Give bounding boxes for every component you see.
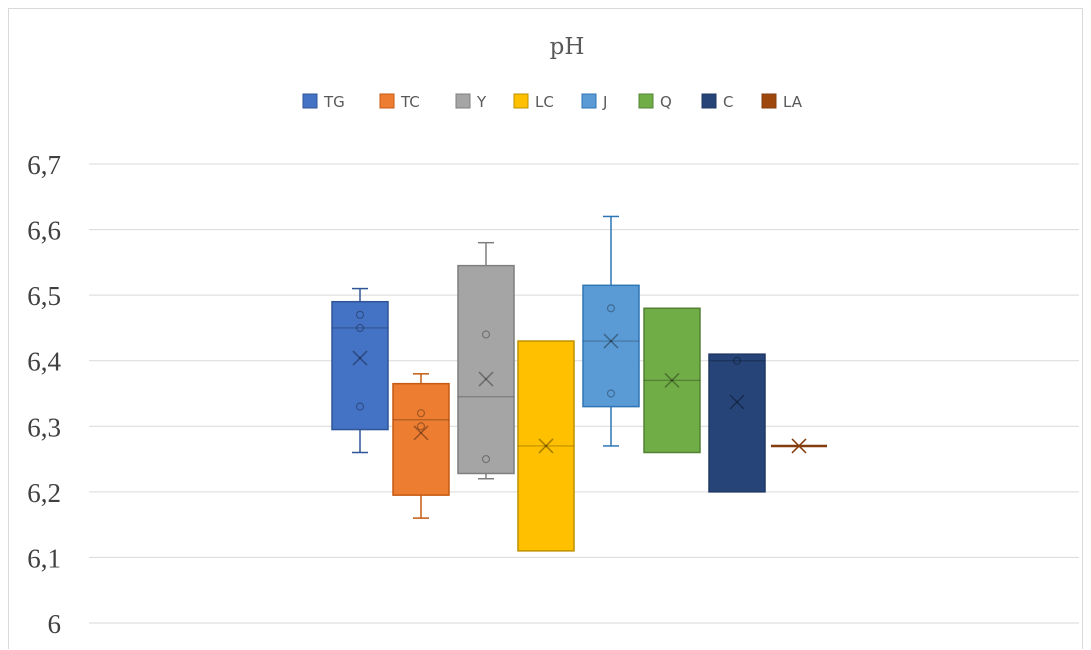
box-body bbox=[517, 340, 575, 552]
data-point bbox=[416, 409, 426, 418]
mean-marker bbox=[664, 372, 680, 388]
y-tick-label: 6,6 bbox=[27, 216, 61, 246]
box-body bbox=[582, 284, 640, 408]
legend-swatch bbox=[302, 93, 318, 109]
legend-swatch bbox=[701, 93, 717, 109]
data-point bbox=[606, 304, 616, 313]
box-tg bbox=[331, 287, 389, 454]
box-y bbox=[457, 241, 515, 480]
data-point bbox=[481, 454, 491, 464]
data-point bbox=[355, 323, 365, 333]
legend-label: LC bbox=[535, 93, 554, 111]
data-point bbox=[355, 310, 365, 319]
data-point bbox=[416, 422, 426, 431]
legend: TG TC Y LC J Q C LA bbox=[302, 93, 803, 111]
box-body bbox=[708, 353, 766, 493]
legend-swatch bbox=[761, 93, 777, 109]
legend-swatch bbox=[379, 93, 395, 109]
y-tick-label: 6 bbox=[48, 609, 62, 639]
y-tick-label: 6,3 bbox=[27, 412, 61, 442]
y-tick-label: 6,5 bbox=[27, 281, 61, 311]
box-lc bbox=[517, 340, 575, 552]
legend-swatch bbox=[638, 93, 654, 109]
box-body bbox=[331, 300, 389, 431]
mean-marker bbox=[352, 350, 368, 366]
y-tick-label: 6,1 bbox=[27, 543, 61, 573]
y-tick-label: 6,7 bbox=[27, 150, 61, 180]
legend-label: Y bbox=[476, 93, 487, 111]
legend-label: C bbox=[723, 93, 733, 111]
y-tick-label: 6,2 bbox=[27, 478, 61, 508]
boxes bbox=[331, 215, 827, 552]
legend-label: Q bbox=[660, 93, 672, 111]
chart-frame: pH TG TC Y LC J Q C LA 6 6,1 6,2 6,3 6,4 6,5 6,6 6,7 bbox=[8, 8, 1083, 649]
box-la bbox=[771, 438, 827, 454]
data-point bbox=[355, 402, 365, 411]
legend-swatch bbox=[513, 93, 529, 109]
mean-marker bbox=[791, 438, 807, 454]
legend-label: TC bbox=[400, 93, 420, 111]
data-point bbox=[481, 330, 491, 339]
legend-label: TG bbox=[323, 93, 345, 111]
mean-marker bbox=[729, 394, 745, 410]
data-point bbox=[606, 389, 616, 398]
box-j bbox=[582, 215, 640, 447]
data-point bbox=[732, 356, 742, 365]
mean-marker bbox=[538, 438, 554, 454]
box-body bbox=[643, 307, 701, 454]
mean-marker bbox=[413, 425, 429, 441]
boxplot-chart: pH TG TC Y LC J Q C LA 6 6,1 6,2 6,3 6,4 6,5 6,6 6,7 bbox=[27, 34, 1079, 639]
box-tc bbox=[392, 373, 450, 519]
chart-title: pH bbox=[550, 34, 585, 60]
legend-label: J bbox=[602, 93, 607, 111]
box-body bbox=[392, 382, 450, 496]
legend-swatch bbox=[581, 93, 597, 109]
box-c bbox=[708, 353, 766, 493]
legend-swatch bbox=[455, 93, 471, 109]
y-tick-label: 6,4 bbox=[27, 347, 61, 377]
legend-label: LA bbox=[783, 93, 803, 111]
mean-marker bbox=[478, 371, 494, 387]
y-axis-ticks: 6 6,1 6,2 6,3 6,4 6,5 6,6 6,7 bbox=[27, 150, 61, 639]
box-body bbox=[457, 264, 515, 475]
box-q bbox=[643, 307, 701, 454]
mean-marker bbox=[603, 333, 619, 349]
